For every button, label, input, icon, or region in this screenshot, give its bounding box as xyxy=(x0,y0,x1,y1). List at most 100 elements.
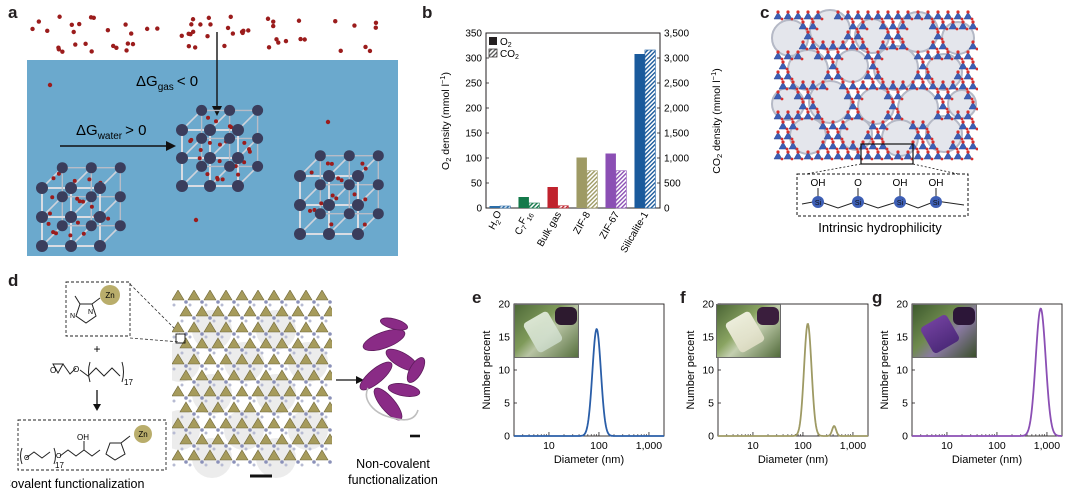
linker-atom xyxy=(264,300,268,304)
linker-atom xyxy=(300,463,304,467)
linker-atom xyxy=(288,412,292,416)
tetrahedron xyxy=(928,81,938,90)
oxygen xyxy=(975,47,978,51)
oxygen xyxy=(825,147,829,151)
tetrahedron xyxy=(948,81,958,90)
tetrahedron xyxy=(848,141,858,150)
linker-atom xyxy=(188,335,192,339)
oxygen xyxy=(840,77,844,81)
metal-node xyxy=(94,211,106,223)
tetrahedron xyxy=(818,81,828,90)
tetrahedron xyxy=(853,151,863,160)
oxygen xyxy=(855,87,859,91)
glove-g xyxy=(953,307,975,325)
linker-atom xyxy=(204,303,208,307)
linker-atom xyxy=(208,380,212,384)
zn-tetrahedron xyxy=(179,305,193,317)
zn-tetrahedron xyxy=(299,449,313,461)
oxygen xyxy=(891,20,895,24)
zn-tetrahedron xyxy=(179,401,193,413)
tetrahedron xyxy=(968,81,978,90)
linker-atom xyxy=(304,444,308,448)
oxygen xyxy=(801,80,805,84)
tetrahedron xyxy=(953,71,963,80)
oxygen xyxy=(936,50,940,54)
oxygen xyxy=(940,57,944,61)
gas-dot xyxy=(333,19,338,24)
oxygen xyxy=(856,10,860,14)
zn-tetrahedron xyxy=(283,385,297,397)
gas-dot xyxy=(373,20,379,26)
tetrahedron xyxy=(933,151,943,160)
x-axis-title: Diameter (nm) xyxy=(758,454,828,466)
tetrahedron xyxy=(968,101,978,110)
tetrahedron xyxy=(773,111,783,120)
tetrahedron xyxy=(923,51,933,60)
tetrahedron xyxy=(818,41,828,50)
linker-atom xyxy=(288,380,292,384)
gas-dot xyxy=(73,42,78,47)
imidazole-box xyxy=(65,281,131,337)
gas-dot xyxy=(274,37,279,42)
tick-label: 500 xyxy=(664,179,681,190)
zn-tetrahedron xyxy=(315,290,329,301)
linker-atom xyxy=(320,380,324,384)
metal-node xyxy=(114,162,126,174)
oxygen xyxy=(846,150,850,154)
oxygen xyxy=(911,140,915,144)
tetrahedron xyxy=(833,131,843,140)
oxygen xyxy=(836,130,840,134)
zn-tetrahedron xyxy=(299,290,313,301)
tetrahedron xyxy=(783,11,793,20)
linker-atom xyxy=(280,396,284,400)
oxygen xyxy=(891,40,895,44)
zn-tetrahedron xyxy=(291,433,305,445)
trapped-gas-dot xyxy=(229,125,234,130)
linker-atom xyxy=(172,335,176,339)
trapped-gas-dot xyxy=(56,171,61,176)
linker-atom xyxy=(276,351,280,355)
linker-atom xyxy=(236,367,240,371)
linker-atom xyxy=(320,444,324,448)
tetrahedron xyxy=(913,11,923,20)
zn-tetrahedron xyxy=(172,417,185,429)
mof-cubes xyxy=(36,104,384,252)
oxygen xyxy=(960,117,964,121)
oxygen xyxy=(861,40,865,44)
y-tick-label: 10 xyxy=(498,365,510,377)
tetrahedron xyxy=(873,51,883,60)
trapped-gas-dot xyxy=(68,233,73,238)
tetrahedron xyxy=(908,81,918,90)
bar-group xyxy=(489,49,656,209)
zn-tetrahedron xyxy=(299,353,313,365)
tick-label: 1,000 xyxy=(664,154,689,165)
oxygen xyxy=(881,40,885,44)
oxygen xyxy=(880,137,884,141)
metal-node xyxy=(56,162,68,174)
linker-atom xyxy=(204,335,208,339)
linker-atom xyxy=(172,367,176,371)
zn-tetrahedron xyxy=(307,369,321,381)
linker-atom xyxy=(264,396,268,400)
tetrahedron xyxy=(808,41,818,50)
metal-node xyxy=(94,240,106,252)
tetrahedron xyxy=(953,131,963,140)
zn-tetrahedron xyxy=(283,290,297,301)
linker-atom xyxy=(172,463,176,467)
tetrahedron xyxy=(828,121,838,130)
zn-tetrahedron xyxy=(195,337,209,349)
trapped-gas-dot xyxy=(242,160,247,165)
oxygen xyxy=(901,80,905,84)
oxygen xyxy=(826,150,830,154)
tetrahedron xyxy=(838,121,848,130)
oxygen xyxy=(910,17,914,21)
gas-dot xyxy=(124,48,129,53)
oxygen xyxy=(970,77,974,81)
trapped-gas-dot xyxy=(75,220,80,225)
oxygen xyxy=(860,37,864,41)
linker-atom xyxy=(196,319,200,323)
linker-atom xyxy=(188,463,192,467)
tick-label: 3,500 xyxy=(664,29,689,40)
tetrahedron xyxy=(798,101,808,110)
linker-atom xyxy=(280,364,284,368)
